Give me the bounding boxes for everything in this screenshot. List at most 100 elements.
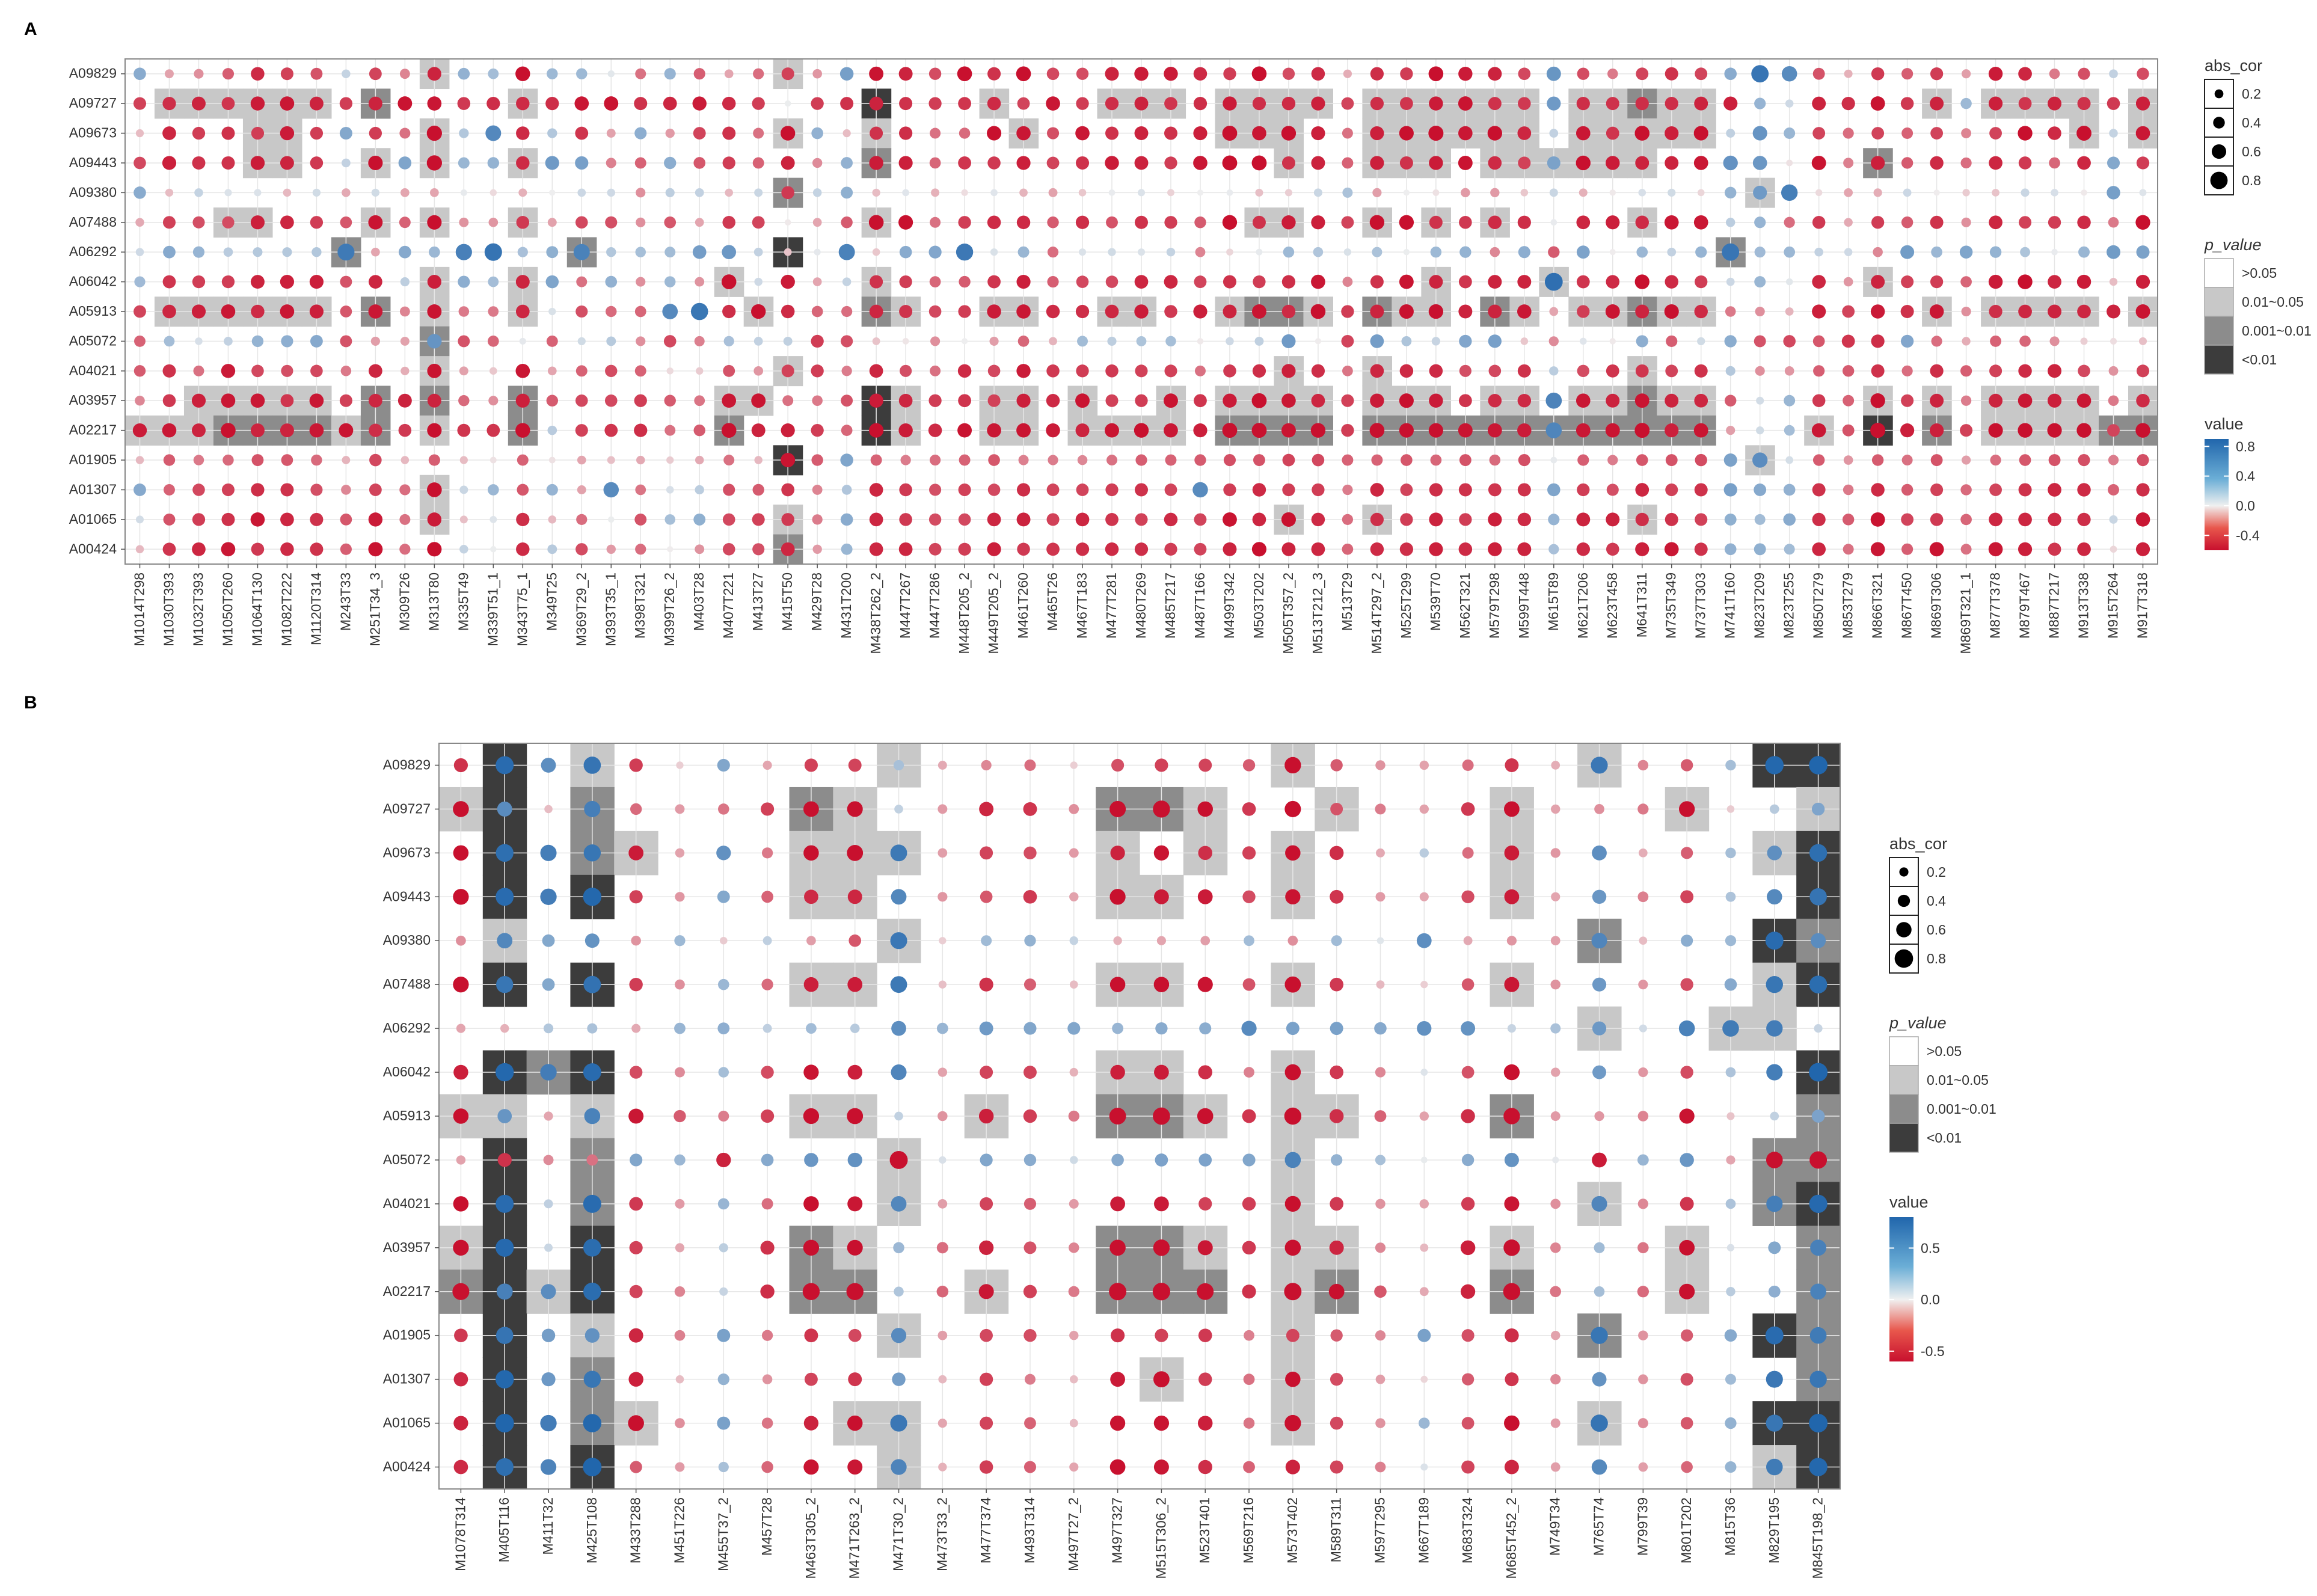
data-point: [806, 1023, 817, 1034]
data-point: [369, 453, 382, 467]
data-point: [1809, 844, 1828, 862]
data-point: [1843, 484, 1854, 496]
y-tick-label: A01065: [383, 1415, 431, 1431]
data-point: [1988, 542, 2003, 557]
data-point: [1016, 215, 1031, 229]
data-point: [1109, 977, 1126, 992]
data-point: [760, 1284, 775, 1299]
x-tick-label: M411T32: [540, 1497, 556, 1555]
data-point: [1281, 393, 1296, 408]
data-point: [1811, 156, 1826, 170]
data-point: [164, 484, 175, 496]
data-point: [870, 454, 882, 466]
data-point: [1461, 1373, 1475, 1386]
data-point: [636, 188, 646, 198]
data-point: [1694, 393, 1708, 408]
data-point: [1461, 890, 1475, 903]
data-point: [368, 155, 383, 170]
data-point: [1399, 423, 1414, 438]
data-point: [1134, 542, 1149, 556]
data-point: [1665, 483, 1678, 496]
data-point: [1284, 800, 1301, 817]
data-point: [674, 1067, 685, 1078]
data-point: [928, 67, 942, 80]
data-point: [2021, 188, 2030, 197]
data-point: [696, 367, 704, 375]
data-point: [1634, 393, 1650, 408]
data-point: [1198, 758, 1212, 772]
data-point: [604, 394, 618, 407]
x-tick-label: M451T226: [671, 1497, 687, 1564]
data-point: [1551, 1067, 1561, 1077]
data-point: [1723, 453, 1737, 467]
data-point: [752, 157, 764, 169]
data-point: [1989, 512, 2002, 527]
data-point: [928, 394, 942, 407]
data-point: [2109, 129, 2118, 138]
data-point: [1755, 306, 1765, 317]
data-point: [310, 126, 324, 140]
data-point: [546, 483, 558, 496]
data-point: [928, 245, 942, 259]
data-point: [1960, 157, 1972, 169]
data-point: [636, 277, 646, 287]
data-point: [1200, 936, 1211, 946]
data-point: [1459, 454, 1472, 466]
data-point: [1242, 978, 1256, 991]
data-point: [1023, 1241, 1037, 1254]
x-tick-label: M1078T314: [452, 1497, 468, 1571]
data-point: [1330, 1022, 1343, 1036]
data-point: [488, 306, 499, 317]
data-point: [2108, 484, 2119, 496]
data-point: [1504, 845, 1520, 861]
data-point: [869, 393, 883, 408]
data-point: [751, 393, 766, 408]
data-point: [162, 156, 177, 170]
panel-a: AA09829A09727A09673A09443A09380A07488A06…: [24, 19, 2312, 654]
data-point: [1725, 760, 1736, 771]
data-point: [666, 456, 674, 464]
data-point: [981, 760, 992, 771]
data-point: [1726, 805, 1735, 813]
data-point: [1256, 248, 1263, 256]
data-point: [869, 66, 884, 81]
x-tick-label: M523T401: [1197, 1497, 1212, 1564]
data-point: [1154, 1196, 1169, 1212]
data-point: [2018, 512, 2032, 527]
legend-pvalue-label: 0.01~0.05: [1927, 1072, 1989, 1088]
data-point: [1638, 980, 1648, 990]
data-point: [754, 277, 763, 286]
data-point: [281, 454, 293, 466]
data-point: [1931, 246, 1942, 258]
data-point: [1109, 889, 1126, 905]
data-point: [2135, 275, 2150, 289]
data-point: [2110, 545, 2117, 553]
y-tick-label: A09673: [69, 125, 117, 141]
data-point: [1607, 68, 1618, 79]
x-tick-label: M815T36: [1722, 1497, 1738, 1556]
data-point: [931, 188, 940, 197]
data-point: [1016, 483, 1031, 497]
data-point: [929, 483, 942, 496]
data-point: [132, 423, 147, 438]
data-point: [1281, 423, 1296, 438]
data-point: [1330, 1460, 1343, 1474]
data-point: [515, 423, 530, 438]
data-point: [1023, 978, 1037, 991]
data-point: [803, 845, 819, 861]
data-point: [762, 1374, 773, 1384]
data-point: [987, 364, 1001, 378]
data-point: [340, 543, 352, 555]
data-point: [2135, 423, 2150, 438]
data-point: [162, 364, 176, 378]
data-point: [1544, 272, 1563, 291]
data-point: [1606, 364, 1619, 378]
data-point: [1962, 189, 1970, 197]
data-point: [1768, 1285, 1781, 1298]
data-point: [1842, 305, 1855, 318]
data-point: [428, 246, 440, 258]
data-point: [1164, 156, 1177, 170]
data-point: [540, 1414, 557, 1432]
data-point: [1505, 1372, 1519, 1387]
data-point: [1048, 455, 1058, 465]
